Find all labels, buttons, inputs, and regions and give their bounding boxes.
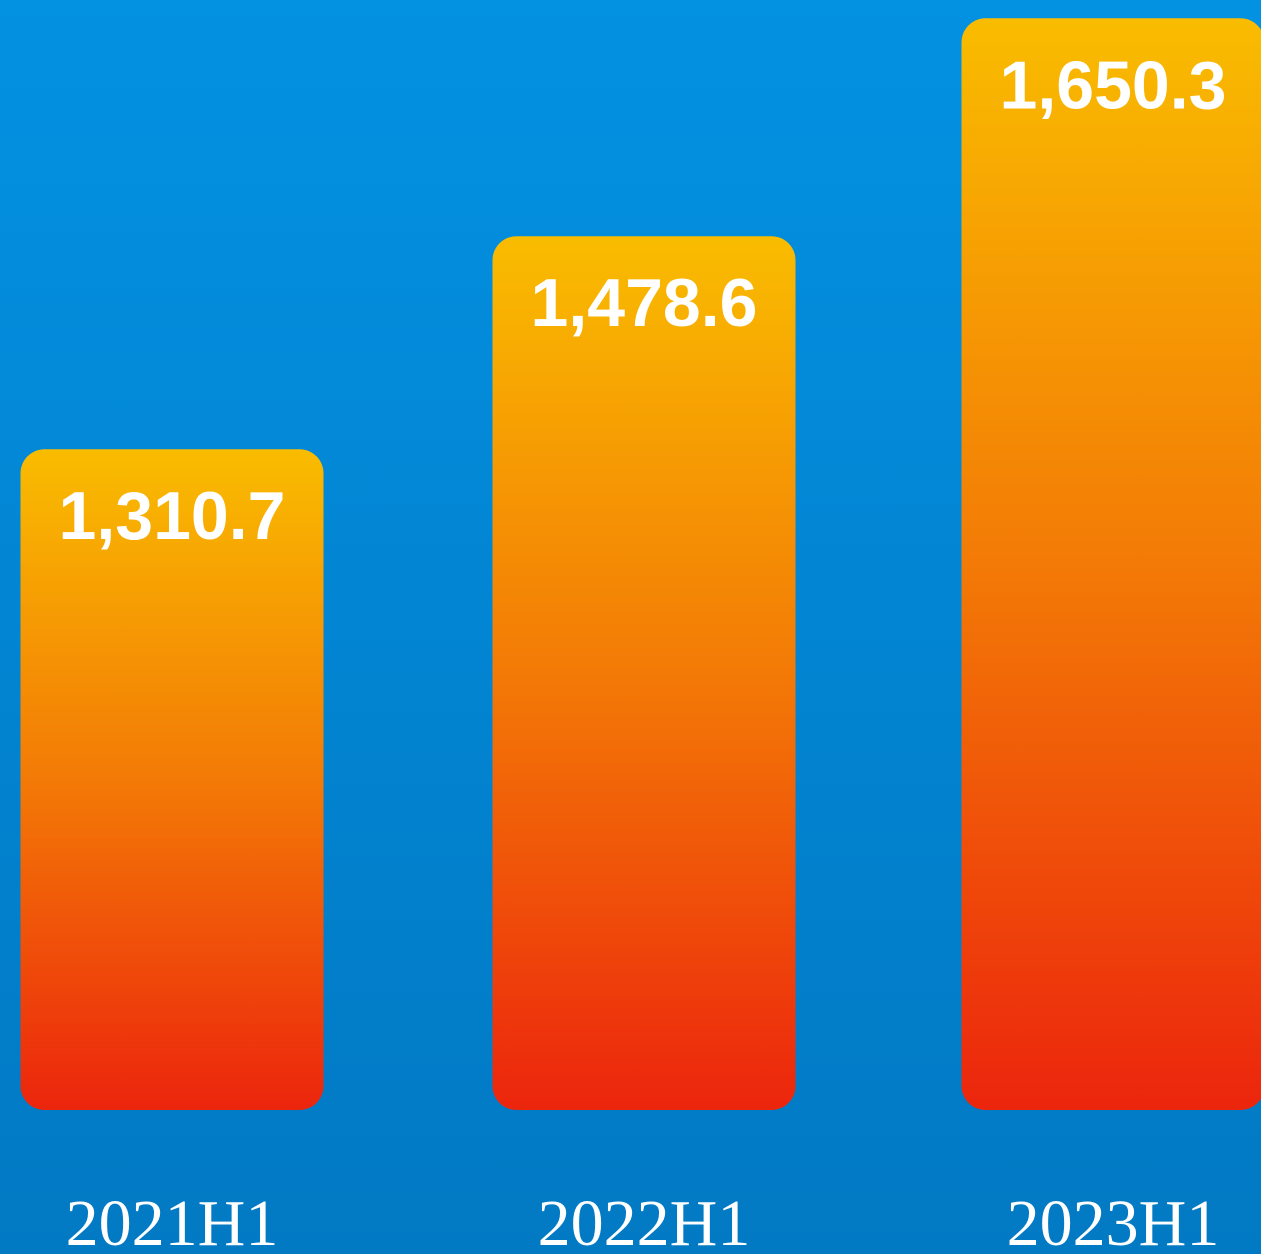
value-label: 1,650.3: [1000, 47, 1227, 123]
value-label: 1,478.6: [531, 265, 758, 341]
bar: [961, 18, 1261, 1110]
value-label: 1,310.7: [59, 478, 286, 554]
x-tick-label: 2021H1: [66, 1187, 279, 1254]
bar: [20, 449, 324, 1111]
x-tick-label: 2022H1: [538, 1187, 751, 1254]
x-tick-label: 2023H1: [1007, 1187, 1220, 1254]
bar: [492, 236, 796, 1111]
